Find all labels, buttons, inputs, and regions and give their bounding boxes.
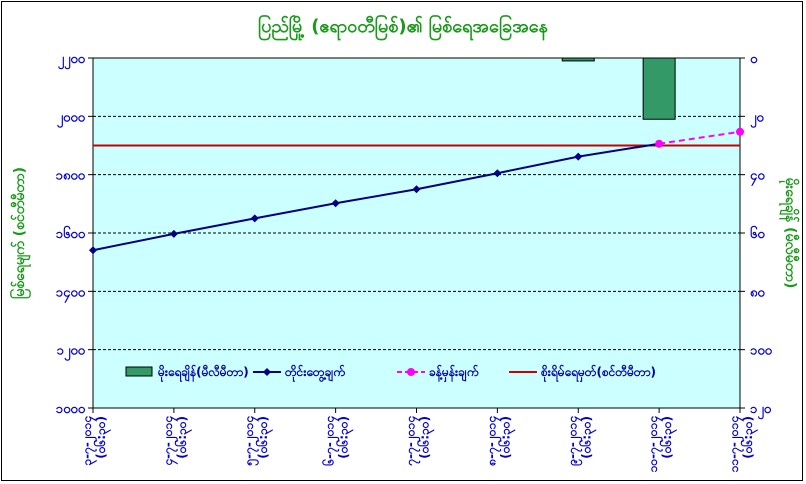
- right-tick-label: ၄၀: [750, 169, 765, 187]
- x-axis-ticks: ၃-၇-၂၀၁၄ (၀၆:၃၀) ၄-၇-၂၀၁၄ (၀၆:၃၀) ၅-၇-၂၀၁၄ (၀…: [80, 408, 759, 472]
- left-tick-label: ၂၂၀၀: [58, 52, 86, 70]
- legend: မိုးရေချိန်(မီလီမီတာ) တိုင်းတွေ့ချက် ခန့်မ…: [125, 363, 656, 383]
- data-point-marker: [736, 127, 744, 136]
- x-tick-label: ၁၀-၇-၂၀၁၄ (၀၆:၃၀): [646, 416, 678, 472]
- x-tick-label: ၈-၇-၂၀၁၄ (၀၆:၃၀): [484, 416, 516, 467]
- right-tick-label: ၀: [750, 52, 758, 67]
- x-tick-date: ၆-၇-၂၀၁၄: [321, 416, 341, 467]
- x-tick-label: ၅-၇-၂၀၁၄ (၀၆:၃၀): [242, 416, 274, 467]
- y-axis-right-title: မိုးရေချိန် (မီလီမီတာ): [779, 178, 799, 289]
- legend-label: မိုးရေချိန်(မီလီမီတာ): [157, 363, 249, 383]
- water-level-lines: [89, 127, 744, 255]
- x-tick-time: (၀၆:၃၀): [496, 416, 516, 459]
- rainfall-bars: [561, 57, 676, 120]
- x-tick-time: (၀၆:၃၀): [92, 416, 112, 459]
- x-tick-date: ၉-၇-၂၀၁၄: [565, 416, 583, 467]
- data-point-marker: [574, 152, 583, 161]
- legend-label: စိုးရိမ်ရေမှတ်(စင်တီမီတာ): [540, 363, 656, 383]
- left-tick-label: ၁၄၀၀: [56, 285, 86, 303]
- legend-marker: [407, 368, 415, 376]
- x-tick-date: ၁၀-၇-၂၀၁၄: [646, 416, 664, 472]
- x-tick-date: ၁၁-၇-၂၀၁၄: [727, 416, 745, 472]
- x-tick-date: ၈-၇-၂၀၁၄: [484, 416, 502, 467]
- legend-marker: [263, 368, 271, 376]
- data-point-marker: [493, 169, 502, 178]
- series-line: [92, 142, 660, 252]
- series-line: [658, 130, 741, 145]
- rain-bar: [642, 57, 676, 120]
- data-point-marker: [331, 199, 340, 208]
- data-point-marker: [655, 139, 664, 148]
- legend-label: တိုင်းတွေ့ချက်: [284, 363, 345, 383]
- rain-bar: [561, 57, 595, 62]
- x-tick-label: ၃-၇-၂၀၁၄ (၀၆:၃၀): [80, 416, 112, 466]
- x-tick-label: ၇-၇-၂၀၁၄ (၀၆:၃၀): [404, 416, 436, 467]
- left-tick-label: ၁၈၀၀: [56, 169, 86, 184]
- x-tick-time: (၀၆:၃၀): [335, 416, 355, 459]
- x-tick-time: (၀၆:၃၀): [254, 416, 274, 459]
- x-tick-time: (၀၆:၃၀): [416, 416, 436, 459]
- x-tick-time: (၀၆:၃၀): [739, 416, 759, 459]
- x-tick-date: ၇-၇-၂၀၁၄: [404, 416, 422, 467]
- legend-label: ခန့်မှန်းချက်: [429, 363, 479, 383]
- x-tick-date: ၃-၇-၂၀၁၄: [80, 416, 98, 466]
- chart-title: ပြည်မြို့ (ဧရာဝတီမြစ်)၏ မြစ်ရေအခြေအနေ: [258, 16, 548, 37]
- right-tick-label: ၁၀၀: [750, 344, 773, 359]
- right-tick-label: ၆၀: [750, 225, 765, 242]
- data-point-marker: [412, 185, 421, 194]
- right-tick-label: ၁၂၀: [750, 402, 772, 420]
- x-tick-date: ၅-၇-၂၀၁၄: [242, 416, 260, 467]
- data-point-marker: [250, 214, 259, 223]
- x-tick-date: ၄-၇-၂၀၁၄: [161, 416, 179, 467]
- right-tick-label: ၈၀: [750, 285, 765, 300]
- x-tick-label: ၁၁-၇-၂၀၁၄ (၀၆:၃၀): [727, 416, 759, 472]
- legend-swatch-rain: [125, 366, 153, 377]
- x-tick-time: (၀၆:၃၀): [577, 416, 597, 459]
- left-tick-label: ၁၆၀၀: [56, 225, 86, 242]
- data-point-marker: [169, 229, 178, 238]
- left-tick-label: ၂၀၀၀: [57, 110, 86, 128]
- right-tick-label: ၂၀: [750, 110, 764, 128]
- left-tick-label: ၁၂၀၀: [57, 344, 86, 362]
- x-tick-label: ၄-၇-၂၀၁၄ (၀၆:၃၀): [161, 416, 193, 467]
- left-axis-ticks: ၁၀၀၀ ၁၂၀၀ ၁၄၀၀ ၁၆၀၀ ၁၈၀၀ ၂၀၀၀ ၂၂၀၀: [56, 52, 93, 417]
- data-point-marker: [89, 246, 97, 255]
- x-tick-label: ၉-၇-၂၀၁၄ (၀၆:၃၀): [565, 416, 597, 467]
- y-axis-left-title: မြစ်ရေမျက် (စင်တီမီတာ): [10, 167, 31, 299]
- x-tick-time: (၀၆:၃၀): [658, 416, 678, 459]
- x-tick-label: ၆-၇-၂၀၁၄ (၀၆:၃၀): [321, 416, 355, 467]
- x-tick-time: (၀၆:၃၀): [173, 416, 193, 459]
- left-tick-label: ၁၀၀၀: [56, 402, 86, 417]
